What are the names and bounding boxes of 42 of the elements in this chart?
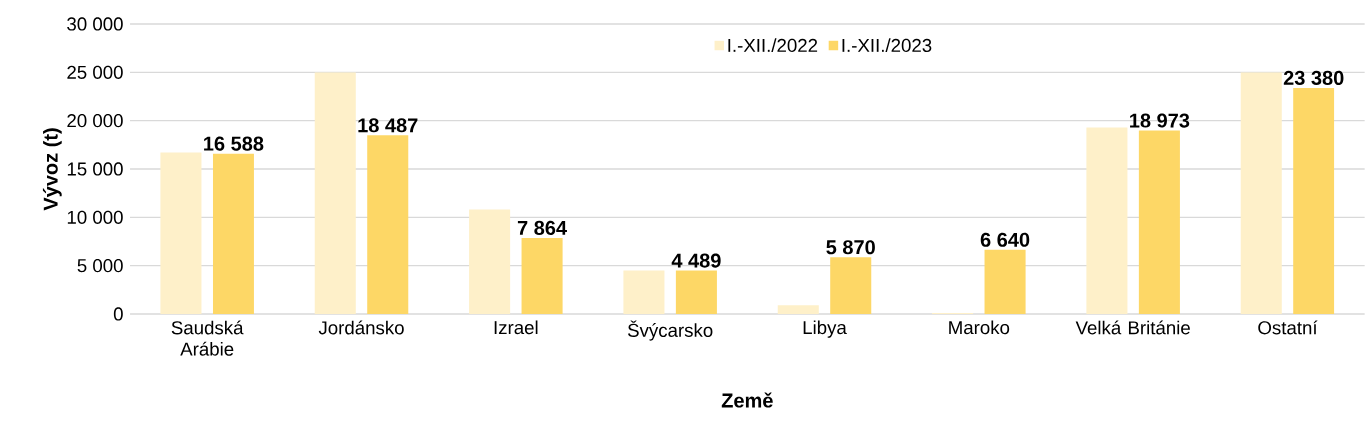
bar <box>160 152 202 314</box>
bar <box>1240 72 1282 314</box>
y-tick-label: 10 000 <box>67 210 123 224</box>
x-tick-label: Izrael <box>494 320 538 335</box>
bar <box>984 249 1026 314</box>
x-tick-label: Maroko <box>949 320 1010 335</box>
data-label: 18 973 <box>1130 113 1190 128</box>
bar <box>623 270 665 314</box>
y-tick-label: 20 000 <box>67 114 123 128</box>
data-label: 16 588 <box>204 136 264 151</box>
bar <box>830 257 872 314</box>
x-tick-label: Jordánsko <box>318 320 404 335</box>
y-tick-label: 25 000 <box>67 65 123 79</box>
bar <box>367 135 409 314</box>
legend-label: I.-XII./2023 <box>842 38 932 53</box>
data-label: 18 487 <box>358 118 418 133</box>
data-label: 5 870 <box>826 240 875 255</box>
data-label: 7 864 <box>517 220 567 236</box>
bar <box>777 305 819 314</box>
bar <box>675 270 717 314</box>
data-label: 6 640 <box>980 232 1030 247</box>
y-axis-title: Vývoz (t) <box>42 128 62 211</box>
x-tick-label: Ostatní <box>1258 320 1318 335</box>
bar <box>1086 127 1128 314</box>
data-label: 4 489 <box>671 253 721 268</box>
y-tick-label: 30 000 <box>67 17 123 31</box>
bar <box>521 237 563 314</box>
y-tick-label: 0 <box>113 307 123 321</box>
bar <box>469 209 511 314</box>
data-label: 23 380 <box>1283 70 1344 86</box>
bar <box>1138 130 1180 314</box>
x-tick-label: Velká Británie <box>1075 320 1190 335</box>
y-tick-label: 5 000 <box>77 259 123 273</box>
x-tick-label: Saudská Arábie <box>171 320 244 356</box>
bar <box>212 153 254 314</box>
legend-label: I.-XII./2022 <box>728 38 818 53</box>
x-tick-label: Libya <box>803 320 847 338</box>
x-tick-label: Švýcarsko <box>627 320 713 341</box>
bar <box>1293 87 1335 314</box>
bar <box>314 72 356 314</box>
x-axis-title: Země <box>721 392 773 408</box>
y-tick-label: 15 000 <box>67 162 123 176</box>
